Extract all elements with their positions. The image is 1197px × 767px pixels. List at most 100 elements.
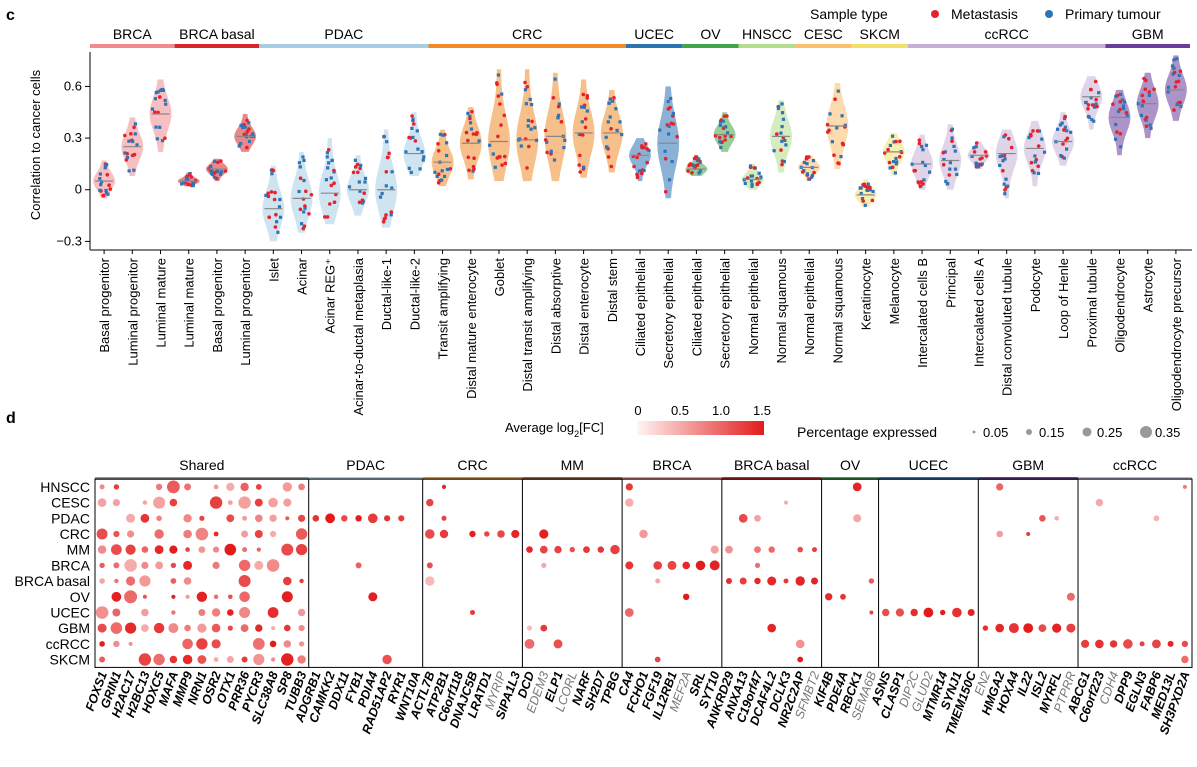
primary-tumour-point — [420, 150, 424, 154]
primary-tumour-point — [807, 177, 811, 181]
primary-tumour-point — [1037, 129, 1041, 133]
metastasis-point — [1178, 100, 1182, 105]
expression-dot — [553, 639, 563, 649]
metastasis-point — [1147, 90, 1151, 94]
expression-dot — [254, 530, 263, 538]
metastasis-point — [384, 213, 388, 217]
violin — [403, 112, 426, 176]
primary-tumour-point — [1094, 102, 1098, 106]
expression-dot — [154, 545, 164, 554]
primary-tumour-point — [1004, 177, 1008, 181]
metastasis-point — [913, 168, 917, 173]
primary-tumour-point — [415, 129, 419, 133]
expression-dot — [113, 530, 120, 538]
primary-tumour-point — [757, 171, 761, 175]
primary-tumour-point — [523, 88, 527, 92]
metastasis-point — [1035, 129, 1040, 133]
primary-tumour-point — [608, 115, 612, 119]
group-label: PDAC — [346, 457, 385, 473]
metastasis-point — [309, 193, 314, 197]
metastasis-point — [1089, 87, 1093, 92]
primary-tumour-point — [270, 172, 274, 176]
primary-tumour-point — [1144, 118, 1148, 122]
primary-tumour-point — [1175, 102, 1179, 107]
metastasis-point — [219, 159, 223, 163]
primary-tumour-point — [839, 155, 843, 159]
metastasis-point — [384, 170, 389, 174]
primary-tumour-point — [1006, 184, 1010, 188]
metastasis-point — [640, 171, 644, 176]
expression-dot — [241, 530, 249, 538]
primary-tumour-point — [748, 164, 753, 168]
group-label: BRCA basal — [179, 26, 254, 42]
metastasis-point — [609, 126, 613, 131]
expression-dot — [126, 576, 136, 586]
primary-tumour-point — [239, 123, 243, 128]
primary-tumour-point — [363, 180, 367, 184]
metastasis-point — [1093, 79, 1098, 84]
expression-dot — [812, 547, 817, 553]
metastasis-point — [329, 183, 334, 188]
group-bar — [821, 477, 879, 480]
expression-dot — [285, 516, 290, 521]
metastasis-point — [436, 149, 441, 153]
expression-dot — [312, 515, 320, 522]
metastasis-point — [861, 182, 865, 187]
metastasis-point — [498, 102, 502, 106]
row-label: SKCM — [50, 652, 90, 668]
expression-dot — [996, 530, 1003, 538]
metastasis-point — [471, 132, 476, 136]
metastasis-point — [804, 157, 809, 161]
group-label: Shared — [179, 457, 224, 473]
primary-tumour-point — [1114, 94, 1118, 98]
primary-tumour-point — [421, 158, 425, 162]
primary-tumour-point — [605, 145, 609, 149]
x-tick-label: Distal stem — [605, 258, 620, 322]
primary-tumour-point — [998, 155, 1002, 159]
primary-tumour-point — [251, 132, 255, 136]
expression-dot — [426, 562, 433, 569]
primary-tumour-point — [154, 125, 158, 129]
primary-tumour-point — [1166, 85, 1171, 89]
primary-tumour-point — [750, 174, 755, 178]
expression-dot — [213, 531, 219, 537]
metastasis-point — [130, 153, 135, 158]
metastasis-point — [1090, 103, 1095, 107]
primary-tumour-point — [943, 150, 947, 154]
primary-tumour-point — [783, 138, 787, 142]
primary-tumour-point — [976, 165, 980, 169]
primary-tumour-point — [158, 125, 162, 129]
expression-dot — [198, 546, 206, 553]
metastasis-point — [978, 157, 982, 161]
metastasis-point — [686, 169, 690, 173]
primary-tumour-point — [920, 144, 924, 149]
primary-tumour-point — [944, 179, 948, 184]
x-tick-label: Keratinocyte — [859, 258, 874, 330]
percentage-dot-3 — [1140, 426, 1152, 438]
expression-dot — [283, 640, 291, 648]
expression-dot — [1066, 592, 1075, 601]
primary-tumour-point — [384, 184, 388, 188]
expression-dot — [97, 623, 107, 633]
x-tick-label: Luminal mature — [182, 258, 197, 348]
metastasis-point — [503, 154, 507, 159]
x-tick-label: Basal progenitor — [97, 257, 112, 352]
group-bar — [522, 477, 623, 480]
expression-dot — [852, 482, 862, 492]
primary-tumour-point — [719, 145, 723, 150]
expression-dot — [425, 529, 435, 539]
primary-tumour-point — [275, 220, 279, 224]
expression-dot — [797, 546, 803, 553]
metastasis-point — [495, 82, 499, 87]
x-tick-label: Normal squamous — [830, 258, 845, 364]
primary-tumour-point — [1058, 123, 1063, 127]
x-tick-label: Acinar REG⁺ — [323, 258, 338, 334]
expression-dot — [125, 544, 136, 555]
primary-tumour-point — [1149, 126, 1153, 130]
primary-tumour-point — [955, 172, 959, 177]
expression-dot — [281, 591, 293, 603]
metastasis-point — [983, 150, 988, 154]
primary-tumour-point — [658, 128, 662, 132]
x-tick-label: Principal — [943, 258, 958, 308]
expression-dot — [540, 624, 548, 632]
